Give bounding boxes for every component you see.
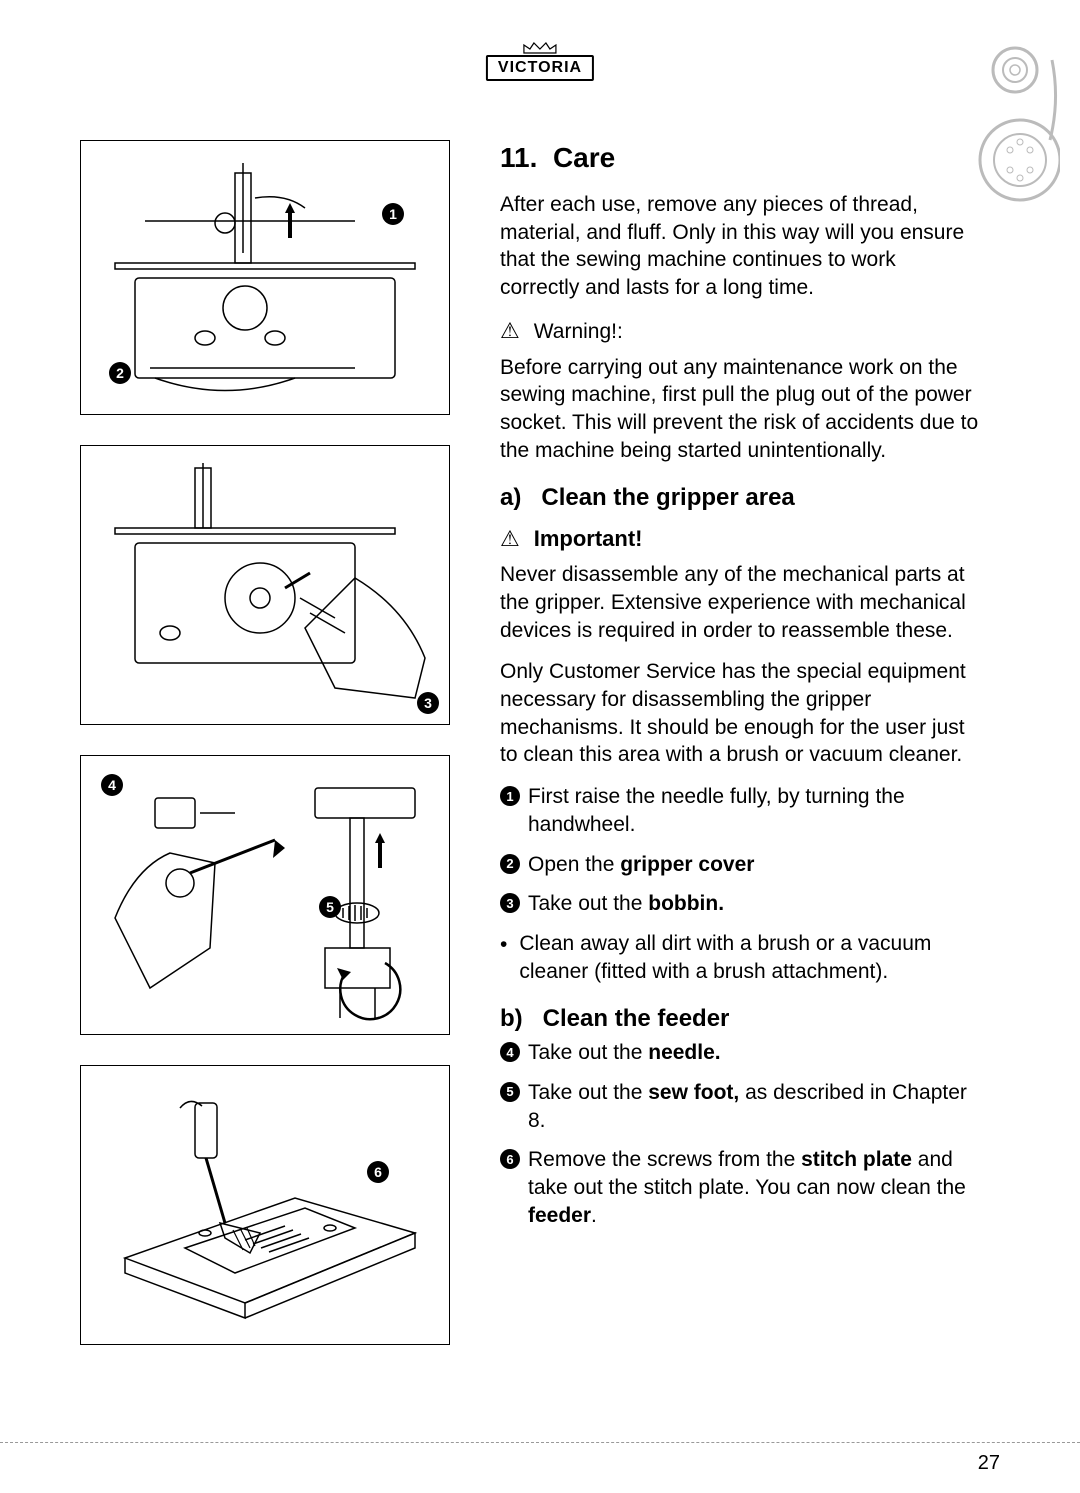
steps-a-list: 1 First raise the needle fully, by turni…: [500, 783, 980, 918]
step-badge: 6: [500, 1149, 520, 1169]
callout-4: 4: [101, 774, 123, 796]
step-text: Take out the bobbin.: [528, 890, 724, 918]
subsection-b-title: Clean the feeder: [543, 1005, 730, 1032]
step-text: First raise the needle fully, by turning…: [528, 783, 980, 838]
section-title: Care: [553, 142, 615, 173]
figure-1: 1 2: [80, 140, 450, 415]
handwheel-illustration: [960, 40, 1060, 210]
step-item: 3 Take out the bobbin.: [500, 890, 980, 918]
figure-4: 6: [80, 1065, 450, 1345]
subsection-a-title: Clean the gripper area: [541, 484, 794, 511]
warning-icon: ⚠: [500, 524, 520, 553]
warning-text: Before carrying out any maintenance work…: [500, 354, 980, 465]
step-badge: 4: [500, 1042, 520, 1062]
warning-icon: ⚠: [500, 316, 520, 345]
section-number: 11.: [500, 142, 537, 173]
brand-logo: VICTORIA: [486, 55, 594, 81]
subsection-b-heading: b) Clean the feeder: [500, 1003, 980, 1035]
intro-paragraph: After each use, remove any pieces of thr…: [500, 191, 980, 302]
sub-a-para2: Only Customer Service has the special eq…: [500, 658, 980, 769]
warning-label: Warning!:: [534, 318, 623, 346]
bullet-item: • Clean away all dirt with a brush or a …: [500, 930, 980, 985]
step-badge: 2: [500, 854, 520, 874]
step-item: 6 Remove the screws from the stitch plat…: [500, 1146, 980, 1229]
step-item: 5 Take out the sew foot, as described in…: [500, 1079, 980, 1134]
important-label: Important!: [534, 524, 643, 553]
step-item: 4 Take out the needle.: [500, 1039, 980, 1067]
callout-5: 5: [319, 896, 341, 918]
warning-row: ⚠ Warning!:: [500, 316, 980, 346]
callout-3: 3: [417, 692, 439, 714]
subsection-a-letter: a): [500, 484, 521, 511]
important-row: ⚠ Important!: [500, 524, 980, 553]
figures-column: 1 2 3: [80, 140, 460, 1375]
figure-3: 4 5: [80, 755, 450, 1035]
callout-1: 1: [382, 203, 404, 225]
bullet-a-list: • Clean away all dirt with a brush or a …: [500, 930, 980, 985]
step-badge: 3: [500, 893, 520, 913]
steps-b-list: 4 Take out the needle. 5 Take out the se…: [500, 1039, 980, 1229]
page-number: 27: [978, 1452, 1000, 1475]
step-badge: 1: [500, 786, 520, 806]
text-column: 11. Care After each use, remove any piec…: [500, 140, 980, 1375]
subsection-b-letter: b): [500, 1005, 523, 1032]
brand-name: VICTORIA: [486, 55, 594, 81]
step-text: Open the gripper cover: [528, 851, 754, 879]
figure-2: 3: [80, 445, 450, 725]
section-heading: 11. Care: [500, 140, 980, 177]
step-text: Take out the needle.: [528, 1039, 721, 1067]
step-text: Take out the sew foot, as described in C…: [528, 1079, 980, 1134]
step-text: Remove the screws from the stitch plate …: [528, 1146, 980, 1229]
footer-divider: [0, 1442, 1080, 1443]
step-badge: 5: [500, 1082, 520, 1102]
sub-a-para1: Never disassemble any of the mechanical …: [500, 561, 980, 644]
bullet-text: Clean away all dirt with a brush or a va…: [519, 930, 980, 985]
callout-6: 6: [367, 1161, 389, 1183]
callout-2: 2: [109, 362, 131, 384]
step-item: 2 Open the gripper cover: [500, 851, 980, 879]
step-item: 1 First raise the needle fully, by turni…: [500, 783, 980, 838]
subsection-a-heading: a) Clean the gripper area: [500, 482, 980, 514]
bullet-icon: •: [500, 931, 507, 985]
